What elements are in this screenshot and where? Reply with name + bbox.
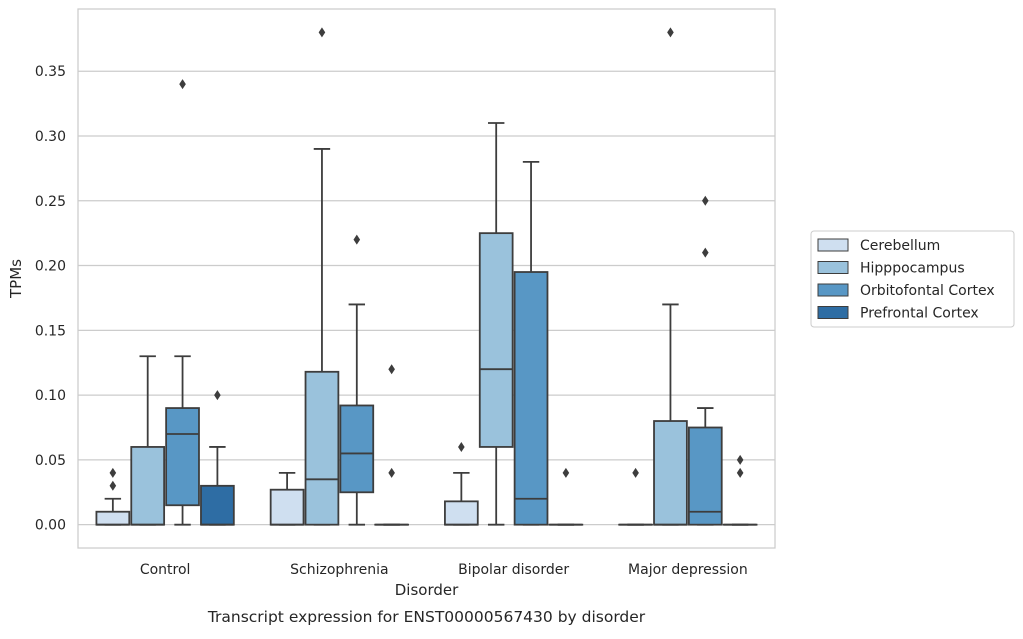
box-orbitofontal-cortex <box>166 408 199 505</box>
legend-label: Cerebellum <box>860 238 940 254</box>
y-axis-label: TPMs <box>7 259 25 299</box>
y-tick-label: 0.35 <box>35 64 66 80</box>
box-cerebellum <box>96 512 129 525</box>
box-orbitofontal-cortex <box>689 428 722 525</box>
box-cerebellum <box>445 501 478 524</box>
box-cerebellum <box>271 490 304 525</box>
box-hipppocampus <box>131 447 164 525</box>
box-hipppocampus <box>480 233 513 447</box>
x-tick-label: Bipolar disorder <box>458 562 569 578</box>
legend-label: Hipppocampus <box>860 261 965 277</box>
y-tick-label: 0.05 <box>35 453 66 469</box>
outlier-point <box>388 468 395 478</box>
y-tick-label: 0.00 <box>35 518 66 534</box>
outlier-point <box>319 27 326 37</box>
category-group <box>271 27 408 524</box>
outlier-point <box>388 364 395 374</box>
category-group <box>619 27 756 524</box>
outlier-point <box>354 235 361 245</box>
category-group <box>445 123 582 525</box>
legend-swatch <box>818 307 848 319</box>
legend-swatch <box>818 284 848 296</box>
outlier-point <box>563 468 570 478</box>
outlier-point <box>632 468 639 478</box>
x-tick-label: Major depression <box>628 562 748 578</box>
y-tick-label: 0.30 <box>35 129 66 145</box>
y-tick-label: 0.15 <box>35 323 66 339</box>
outlier-point <box>737 455 744 465</box>
chart-caption: Transcript expression for ENST0000056743… <box>207 608 646 626</box>
box-hipppocampus <box>306 372 339 525</box>
y-tick-label: 0.20 <box>35 259 66 275</box>
y-axis-ticks: 0.00 0.05 0.10 0.15 0.20 0.25 0.30 0.35 <box>35 64 66 533</box>
outlier-point <box>110 481 117 491</box>
legend-swatch <box>818 239 848 251</box>
box-orbitofontal-cortex <box>340 405 373 492</box>
outlier-point <box>702 248 709 258</box>
x-tick-label: Control <box>140 562 191 578</box>
x-axis-label: Disorder <box>395 581 459 599</box>
legend-swatch <box>818 262 848 274</box>
box-prefrontal-cortex <box>201 486 234 525</box>
legend-label: Prefrontal Cortex <box>860 306 979 322</box>
x-tick-label: Schizophrenia <box>290 562 388 578</box>
legend-label: Orbitofontal Cortex <box>860 283 995 299</box>
box-hipppocampus <box>654 421 687 525</box>
outlier-point <box>214 390 221 400</box>
box-orbitofontal-cortex <box>515 272 548 525</box>
outlier-point <box>110 468 117 478</box>
outlier-point <box>667 27 674 37</box>
y-tick-label: 0.10 <box>35 388 66 404</box>
box-groups <box>96 27 756 524</box>
outlier-point <box>458 442 465 452</box>
outlier-point <box>737 468 744 478</box>
outlier-point <box>179 79 186 89</box>
x-axis-ticks: Control Schizophrenia Bipolar disorder Majo… <box>140 562 748 578</box>
outlier-point <box>702 196 709 206</box>
y-tick-label: 0.25 <box>35 194 66 210</box>
category-group <box>96 79 233 525</box>
legend: Cerebellum Hipppocampus Orbitofontal Corte… <box>811 231 1014 327</box>
